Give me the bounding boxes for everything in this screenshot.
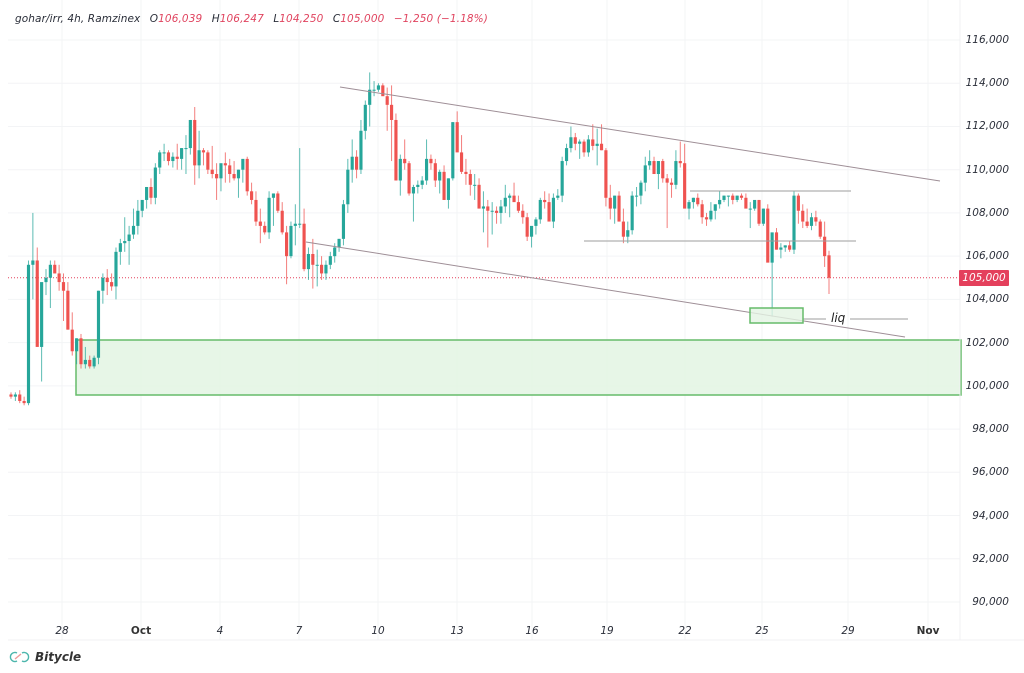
liq-annotation-label: liq	[831, 311, 846, 325]
channel-upper-trendline[interactable]	[339, 86, 941, 182]
time-tick-label: 22	[678, 625, 692, 637]
time-tick-label: Oct	[130, 625, 152, 637]
demand-zone-box[interactable]	[75, 339, 962, 396]
high-label: H	[211, 13, 220, 25]
price-tick-label: 112,000	[965, 120, 1009, 133]
brand-watermark[interactable]: Bitycle	[9, 650, 81, 664]
price-tick-label: 96,000	[972, 466, 1009, 479]
price-tick-label: 102,000	[965, 336, 1009, 349]
price-tick-label: 108,000	[965, 206, 1009, 219]
price-tick-label: 106,000	[965, 250, 1009, 263]
candles	[9, 72, 831, 406]
high-value: 106,247	[219, 13, 264, 25]
time-tick-label: 13	[450, 625, 464, 637]
time-tick-label: 4	[216, 625, 224, 637]
time-tick-label: 7	[295, 625, 303, 637]
brand-name: Bitycle	[35, 650, 82, 664]
liquidity-box[interactable]	[749, 307, 804, 324]
channel-lower-trendline[interactable]	[305, 241, 906, 338]
change-value: −1,250 (−1.18%)	[393, 13, 488, 25]
price-tick-label: 116,000	[965, 34, 1009, 46]
time-tick-label: 29	[841, 625, 855, 637]
close-value: 105,000	[340, 13, 385, 25]
price-tick-label: 104,000	[965, 293, 1009, 306]
chart-legend: gohar/irr, 4h, Ramzinex O106,039 H106,24…	[15, 13, 488, 25]
time-tick-label: Nov	[916, 625, 940, 637]
low-value: 104,250	[279, 13, 324, 25]
open-label: O	[149, 13, 159, 25]
last-price-badge: 105,000	[959, 270, 1009, 286]
symbol-label: gohar/irr, 4h, Ramzinex	[15, 13, 141, 25]
chart-grid	[8, 0, 960, 640]
price-tick-label: 114,000	[965, 77, 1009, 90]
time-tick-label: 10	[371, 625, 385, 637]
time-tick-label: 28	[55, 625, 69, 637]
price-tick-label: 92,000	[972, 552, 1009, 565]
time-tick-label: 25	[755, 625, 769, 637]
close-label: C	[332, 13, 341, 25]
low-label: L	[273, 13, 280, 25]
price-tick-label: 94,000	[972, 509, 1009, 522]
price-tick-label: 98,000	[972, 423, 1009, 436]
price-tick-label: 100,000	[965, 379, 1009, 392]
open-value: 106,039	[158, 13, 203, 25]
price-tick-label: 90,000	[972, 595, 1009, 608]
time-tick-label: 19	[600, 625, 614, 637]
price-tick-label: 110,000	[965, 163, 1009, 176]
drawings[interactable]	[305, 86, 941, 338]
time-tick-label: 16	[525, 625, 539, 637]
bitycle-logo-icon	[9, 651, 30, 663]
